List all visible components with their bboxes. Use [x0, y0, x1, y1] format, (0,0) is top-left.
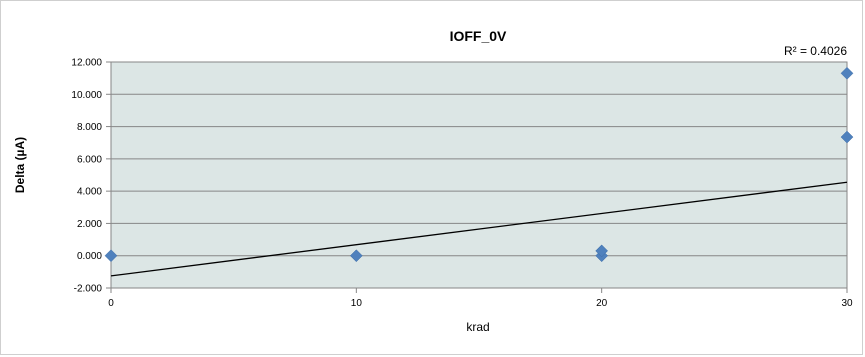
data-point: [349, 249, 363, 263]
data-points: [104, 66, 854, 263]
x-tick-label: 10: [351, 298, 363, 309]
y-tick-label: 8.000: [77, 122, 102, 133]
x-axis-title: krad: [466, 320, 489, 334]
trendline: [110, 181, 848, 277]
data-point: [104, 249, 118, 263]
data-point: [595, 244, 609, 258]
y-axis-title: Delta (µA): [13, 137, 27, 193]
data-point: [840, 130, 854, 144]
x-axis-ticks: 0 10 20 30: [108, 288, 853, 309]
data-point: [840, 66, 854, 80]
r-squared-label: R² = 0.4026: [784, 44, 847, 58]
y-tick-label: 12.000: [71, 58, 102, 69]
x-tick-label: 0: [108, 298, 114, 309]
y-tick-label: 6.000: [77, 154, 102, 165]
chart-title: IOFF_0V: [450, 28, 507, 44]
y-axis-ticks: -2.000 0.000 2.000 4.000 6.000 8.000 10.000 12.…: [71, 58, 111, 295]
gridlines: [111, 61, 847, 289]
x-tick-label: 30: [841, 298, 853, 309]
plot-area: [110, 61, 848, 289]
y-tick-label: 10.000: [71, 90, 102, 101]
y-tick-label: 2.000: [77, 219, 102, 230]
y-tick-label: 4.000: [77, 187, 102, 198]
y-tick-label: -2.000: [74, 284, 103, 295]
y-tick-label: 0.000: [77, 251, 102, 262]
x-tick-label: 20: [596, 298, 608, 309]
